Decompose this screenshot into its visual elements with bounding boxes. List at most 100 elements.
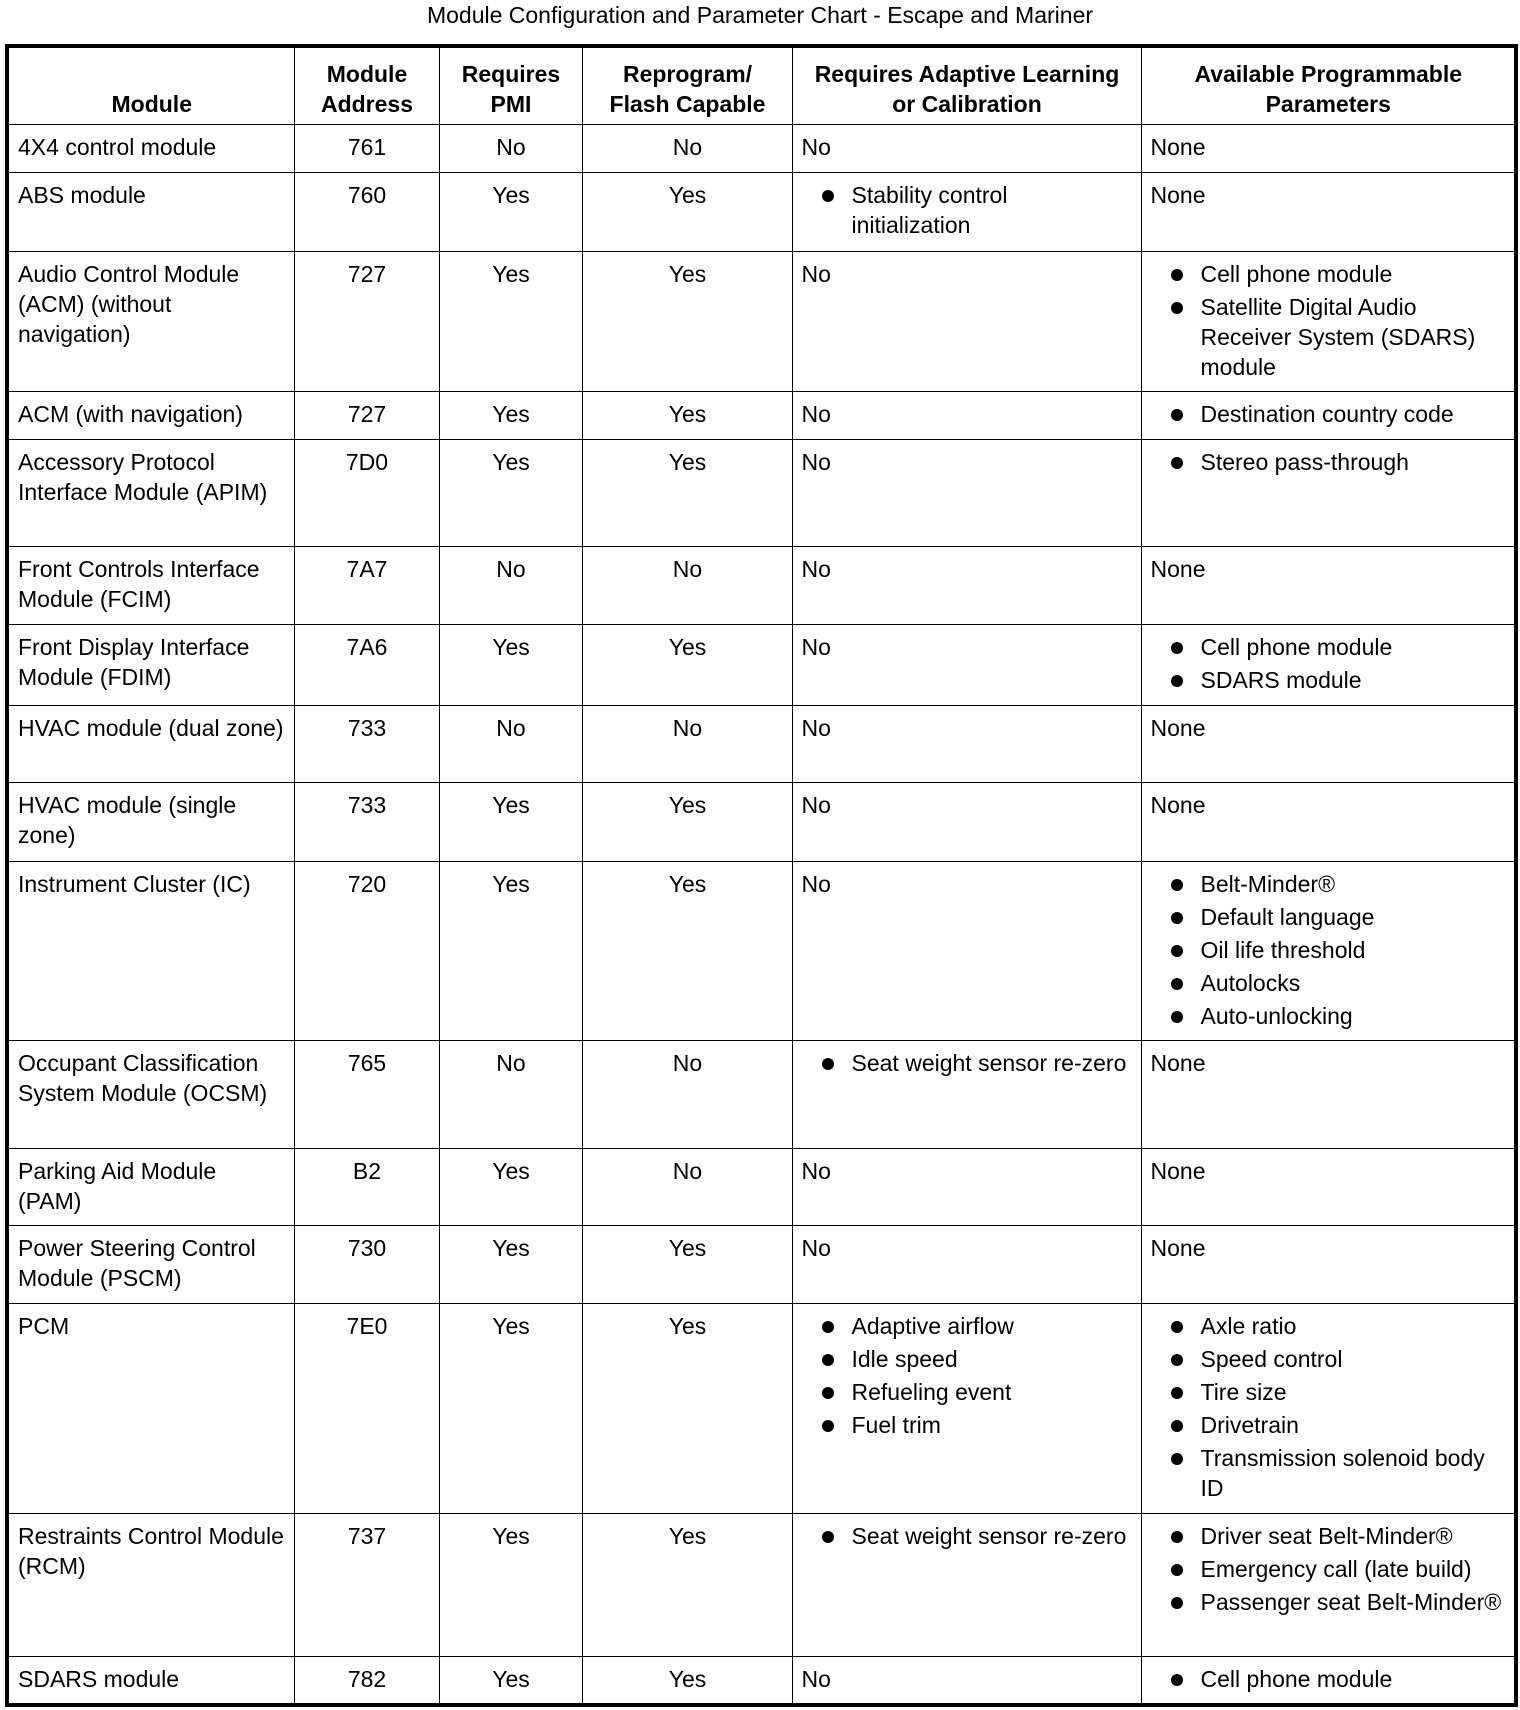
- table-row: Accessory Protocol Interface Module (API…: [6, 438, 1517, 547]
- module-cell: Restraints Control Module (RCM): [6, 1512, 295, 1657]
- list-item-text: Stability control initialization: [851, 181, 1008, 238]
- module-cell: ACM (with navigation): [6, 390, 295, 440]
- params-cell: None: [1140, 1147, 1517, 1226]
- params-cell: Belt-Minder® Default language Oil life thr…: [1140, 860, 1517, 1041]
- table-row: Occupant Classification System Module (O…: [6, 1039, 1517, 1149]
- list-item: Drivetrain: [1151, 1410, 1507, 1440]
- list-item-text: Axle ratio: [1200, 1312, 1297, 1339]
- list-item: Default language: [1151, 902, 1507, 932]
- bullet-list: Destination country code: [1151, 399, 1507, 429]
- adaptive-cell: No: [791, 390, 1142, 440]
- list-item-text: Destination country code: [1200, 400, 1454, 427]
- list-item-text: Seat weight sensor re-zero: [851, 1049, 1127, 1076]
- bullet-icon: [1170, 1452, 1183, 1465]
- adaptive-cell: No: [791, 781, 1142, 862]
- address-cell: 730: [293, 1224, 440, 1304]
- address-cell: 7A7: [293, 545, 440, 625]
- bullet-list: Cell phone module Satellite Digital Audio…: [1151, 259, 1507, 382]
- bullet-list: Driver seat Belt-Minder® Emergency call (…: [1151, 1521, 1507, 1617]
- pmi-cell: Yes: [438, 781, 583, 862]
- list-item-text: Idle speed: [851, 1345, 958, 1372]
- pmi-cell: Yes: [438, 1147, 583, 1226]
- bullet-list: Seat weight sensor re-zero: [802, 1048, 1133, 1078]
- pmi-cell: Yes: [438, 1224, 583, 1304]
- bullet-icon: [1170, 1320, 1183, 1333]
- bullet-icon: [821, 1320, 834, 1333]
- flash-cell: Yes: [581, 623, 793, 706]
- list-item-text: Fuel trim: [851, 1411, 941, 1438]
- list-item-text: SDARS module: [1200, 666, 1362, 693]
- flash-cell: Yes: [581, 1512, 793, 1657]
- list-item: Cell phone module: [1151, 632, 1507, 662]
- list-item: Satellite Digital Audio Receiver System …: [1151, 292, 1507, 382]
- bullet-icon: [821, 189, 834, 202]
- list-item-text: Belt-Minder®: [1200, 870, 1336, 897]
- table-row: HVAC module (dual zone) 733 No No No None: [6, 704, 1517, 783]
- adaptive-cell: No: [791, 623, 1142, 706]
- pmi-cell: No: [438, 545, 583, 625]
- list-item-text: Transmission solenoid body ID: [1200, 1444, 1485, 1501]
- list-item: Oil life threshold: [1151, 935, 1507, 965]
- flash-cell: No: [581, 123, 793, 173]
- list-item-text: Cell phone module: [1200, 260, 1393, 287]
- params-cell: Cell phone module: [1140, 1655, 1517, 1705]
- list-item: Refueling event: [802, 1377, 1133, 1407]
- header-row: Module Module Address Requires PMI Repro…: [6, 45, 1517, 125]
- bullet-icon: [1170, 977, 1183, 990]
- adaptive-cell: No: [791, 1655, 1142, 1705]
- address-cell: 782: [293, 1655, 440, 1705]
- header-module-address: Module Address: [293, 45, 440, 125]
- bullet-list: Adaptive airflow Idle speed Refueling even…: [802, 1311, 1133, 1440]
- flash-cell: Yes: [581, 390, 793, 440]
- table-row: ABS module 760 Yes Yes Stability control ini…: [6, 171, 1517, 252]
- flash-cell: Yes: [581, 250, 793, 392]
- params-cell: None: [1140, 545, 1517, 625]
- bullet-icon: [1170, 878, 1183, 891]
- table-row: Front Controls Interface Module (FCIM) 7A…: [6, 545, 1517, 625]
- list-item-text: Passenger seat Belt-Minder®: [1200, 1588, 1502, 1615]
- list-item: Cell phone module: [1151, 259, 1507, 289]
- bullet-list: Cell phone module: [1151, 1664, 1507, 1694]
- list-item: Axle ratio: [1151, 1311, 1507, 1341]
- list-item-text: Default language: [1200, 903, 1375, 930]
- pmi-cell: No: [438, 123, 583, 173]
- table-row: Front Display Interface Module (FDIM) 7A6…: [6, 623, 1517, 706]
- flash-cell: Yes: [581, 1655, 793, 1705]
- bullet-list: Stereo pass-through: [1151, 447, 1507, 477]
- adaptive-cell: No: [791, 438, 1142, 547]
- bullet-icon: [1170, 301, 1183, 314]
- header-adaptive-learning: Requires Adaptive Learning or Calibratio…: [791, 45, 1142, 125]
- list-item: Seat weight sensor re-zero: [802, 1048, 1133, 1078]
- params-cell: Driver seat Belt-Minder® Emergency call (…: [1140, 1512, 1517, 1657]
- list-item-text: Adaptive airflow: [851, 1312, 1014, 1339]
- list-item-text: Refueling event: [851, 1378, 1012, 1405]
- list-item: Autolocks: [1151, 968, 1507, 998]
- address-cell: 7D0: [293, 438, 440, 547]
- address-cell: 760: [293, 171, 440, 252]
- list-item-text: Satellite Digital Audio Receiver System …: [1200, 293, 1476, 380]
- flash-cell: No: [581, 1039, 793, 1149]
- address-cell: B2: [293, 1147, 440, 1226]
- bullet-icon: [1170, 911, 1183, 924]
- bullet-icon: [1170, 1563, 1183, 1576]
- list-item: Passenger seat Belt-Minder®: [1151, 1587, 1507, 1617]
- header-requires-pmi: Requires PMI: [438, 45, 583, 125]
- bullet-icon: [1170, 1010, 1183, 1023]
- list-item-text: Cell phone module: [1200, 633, 1393, 660]
- bullet-icon: [821, 1530, 834, 1543]
- address-cell: 761: [293, 123, 440, 173]
- adaptive-cell: No: [791, 1224, 1142, 1304]
- bullet-icon: [1170, 456, 1183, 469]
- table-row: Parking Aid Module (PAM) B2 Yes No No None: [6, 1147, 1517, 1226]
- bullet-icon: [821, 1386, 834, 1399]
- list-item: Auto-unlocking: [1151, 1001, 1507, 1031]
- table-row: ACM (with navigation) 727 Yes Yes No Destinat…: [6, 390, 1517, 440]
- module-cell: Occupant Classification System Module (O…: [6, 1039, 295, 1149]
- flash-cell: No: [581, 1147, 793, 1226]
- address-cell: 733: [293, 781, 440, 862]
- adaptive-cell: No: [791, 250, 1142, 392]
- table-row: 4X4 control module 761 No No No None: [6, 123, 1517, 173]
- params-cell: None: [1140, 1039, 1517, 1149]
- flash-cell: No: [581, 545, 793, 625]
- adaptive-cell: Seat weight sensor re-zero: [791, 1512, 1142, 1657]
